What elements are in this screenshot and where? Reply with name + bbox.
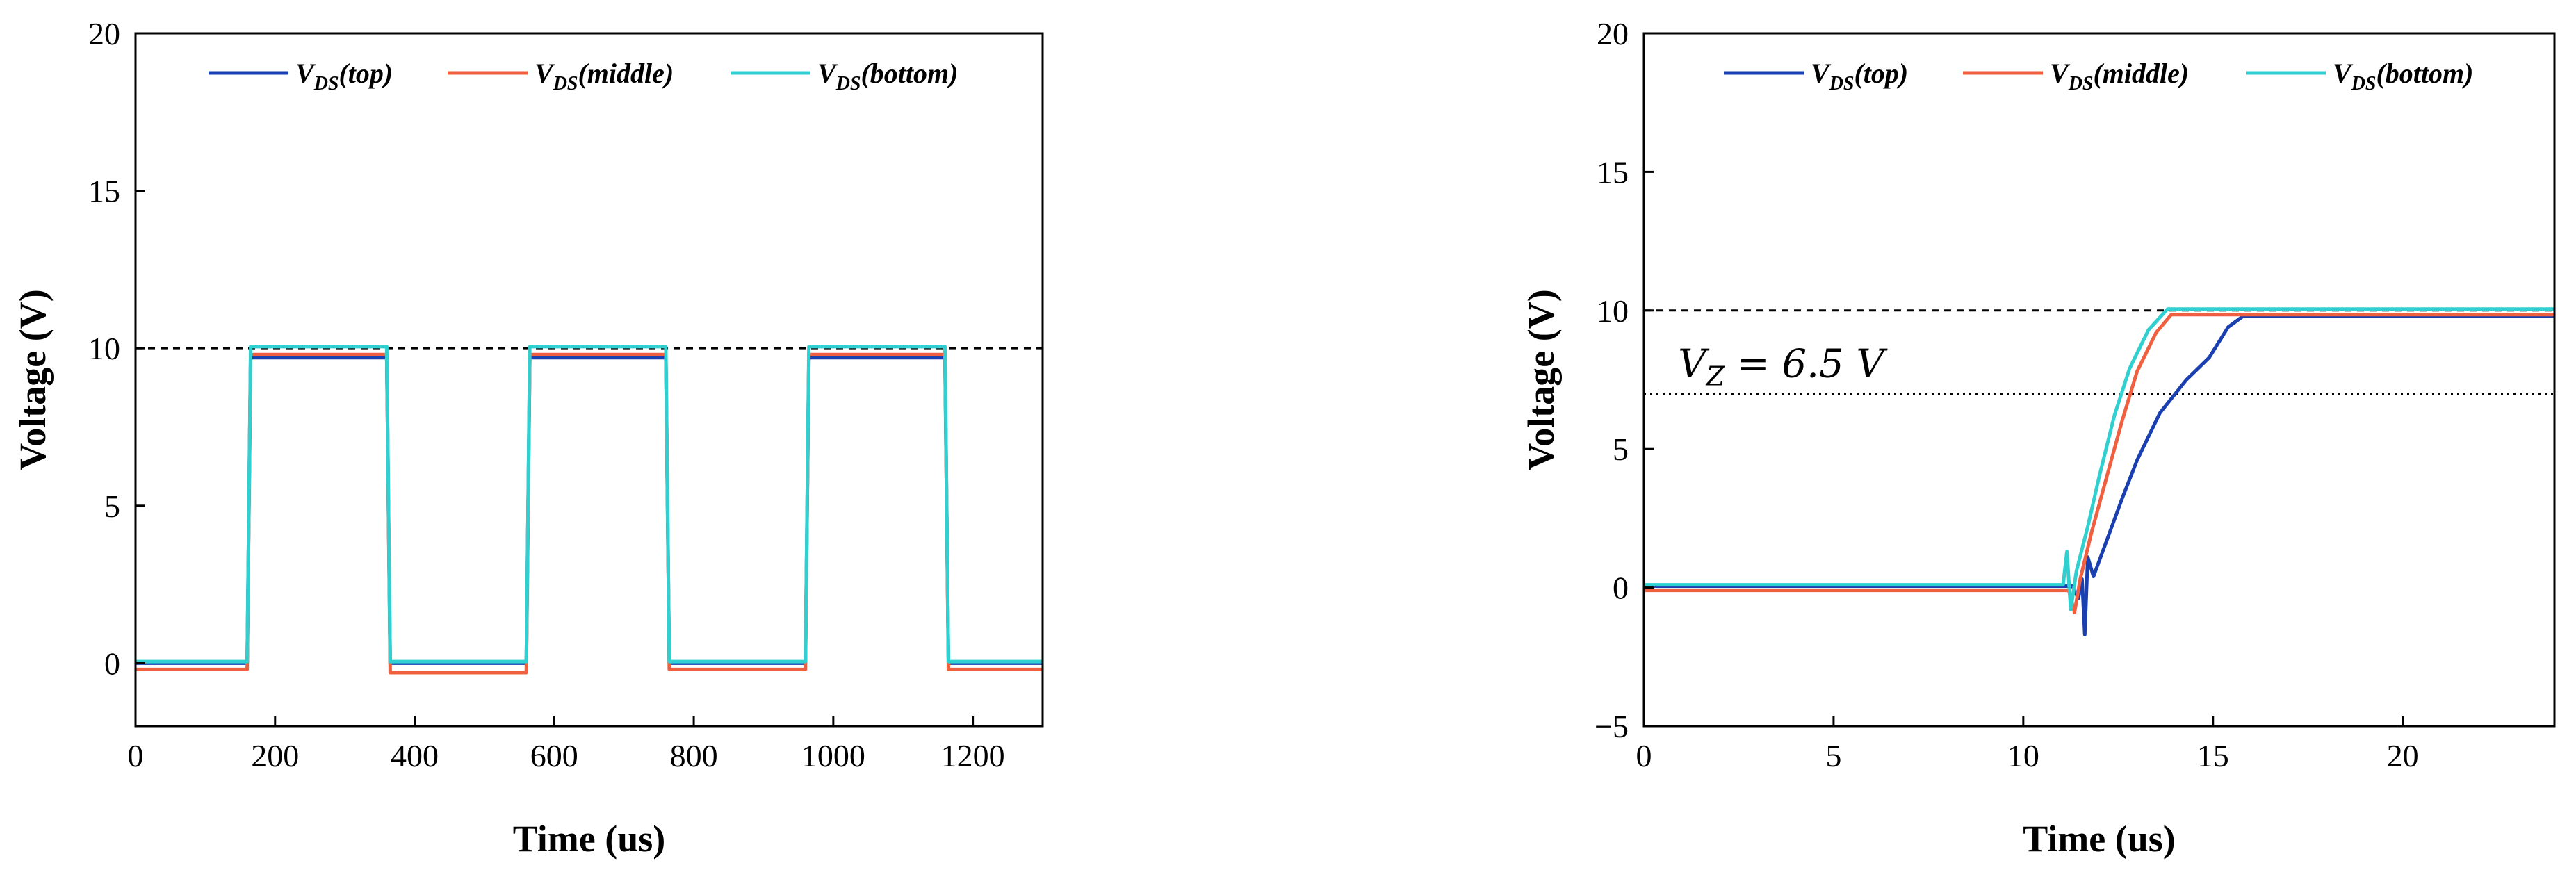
y-tick-label: 20 (1597, 16, 1629, 51)
x-tick-label: 0 (1636, 738, 1652, 773)
y-tick-label: −5 (1595, 709, 1629, 744)
y-tick-label: 15 (1597, 154, 1629, 190)
x-tick-label: 400 (391, 738, 439, 773)
y-tick-label: 10 (1597, 293, 1629, 329)
y-tick-label: 0 (1613, 570, 1629, 606)
x-tick-label: 0 (128, 738, 144, 773)
x-tick-label: 200 (251, 738, 299, 773)
y-tick-label: 10 (88, 331, 120, 366)
series-line-top (136, 356, 1043, 665)
plot-frame (1642, 32, 2556, 728)
legend-entry: VDS(middle) (535, 58, 674, 95)
chart-left: 0 200 400 600 800 1000 1200 0 5 10 15 20 Time (us) Vo… (12, 16, 1044, 860)
legend-entry: VDS(bottom) (817, 58, 958, 95)
y-axis-title: Voltage (V) (1520, 289, 1562, 470)
y-tick-label: 20 (88, 16, 120, 51)
x-tick-label: 800 (670, 738, 718, 773)
y-tick-label: 5 (1613, 432, 1629, 467)
plot-frame (134, 32, 1044, 728)
vz-annotation: VZ = 6.5 V (1678, 342, 1888, 392)
legend-entry: VDS(top) (295, 58, 393, 95)
x-tick-label: 5 (1825, 738, 1841, 773)
y-axis-title: Voltage (V) (12, 289, 54, 470)
x-tick-label: 20 (2387, 738, 2419, 773)
y-tick-label: 5 (104, 488, 120, 524)
legend-entry: VDS(middle) (2050, 58, 2189, 95)
x-axis-title: Time (us) (513, 818, 666, 860)
series-line-bottom (1644, 307, 2554, 611)
legend-entry: VDS(top) (1811, 58, 1908, 95)
x-tick-label: 15 (2197, 738, 2229, 773)
x-tick-label: 600 (530, 738, 578, 773)
legend-entry: VDS(bottom) (2333, 58, 2473, 95)
y-tick-label: 0 (104, 646, 120, 681)
x-tick-label: 1000 (801, 738, 865, 773)
x-axis-title: Time (us) (2023, 818, 2176, 860)
x-tick-label: 1200 (941, 738, 1005, 773)
y-tick-label: 15 (88, 174, 120, 209)
series-line-bottom (136, 345, 1043, 664)
series-line-middle (136, 352, 1043, 675)
x-tick-label: 10 (2007, 738, 2039, 773)
